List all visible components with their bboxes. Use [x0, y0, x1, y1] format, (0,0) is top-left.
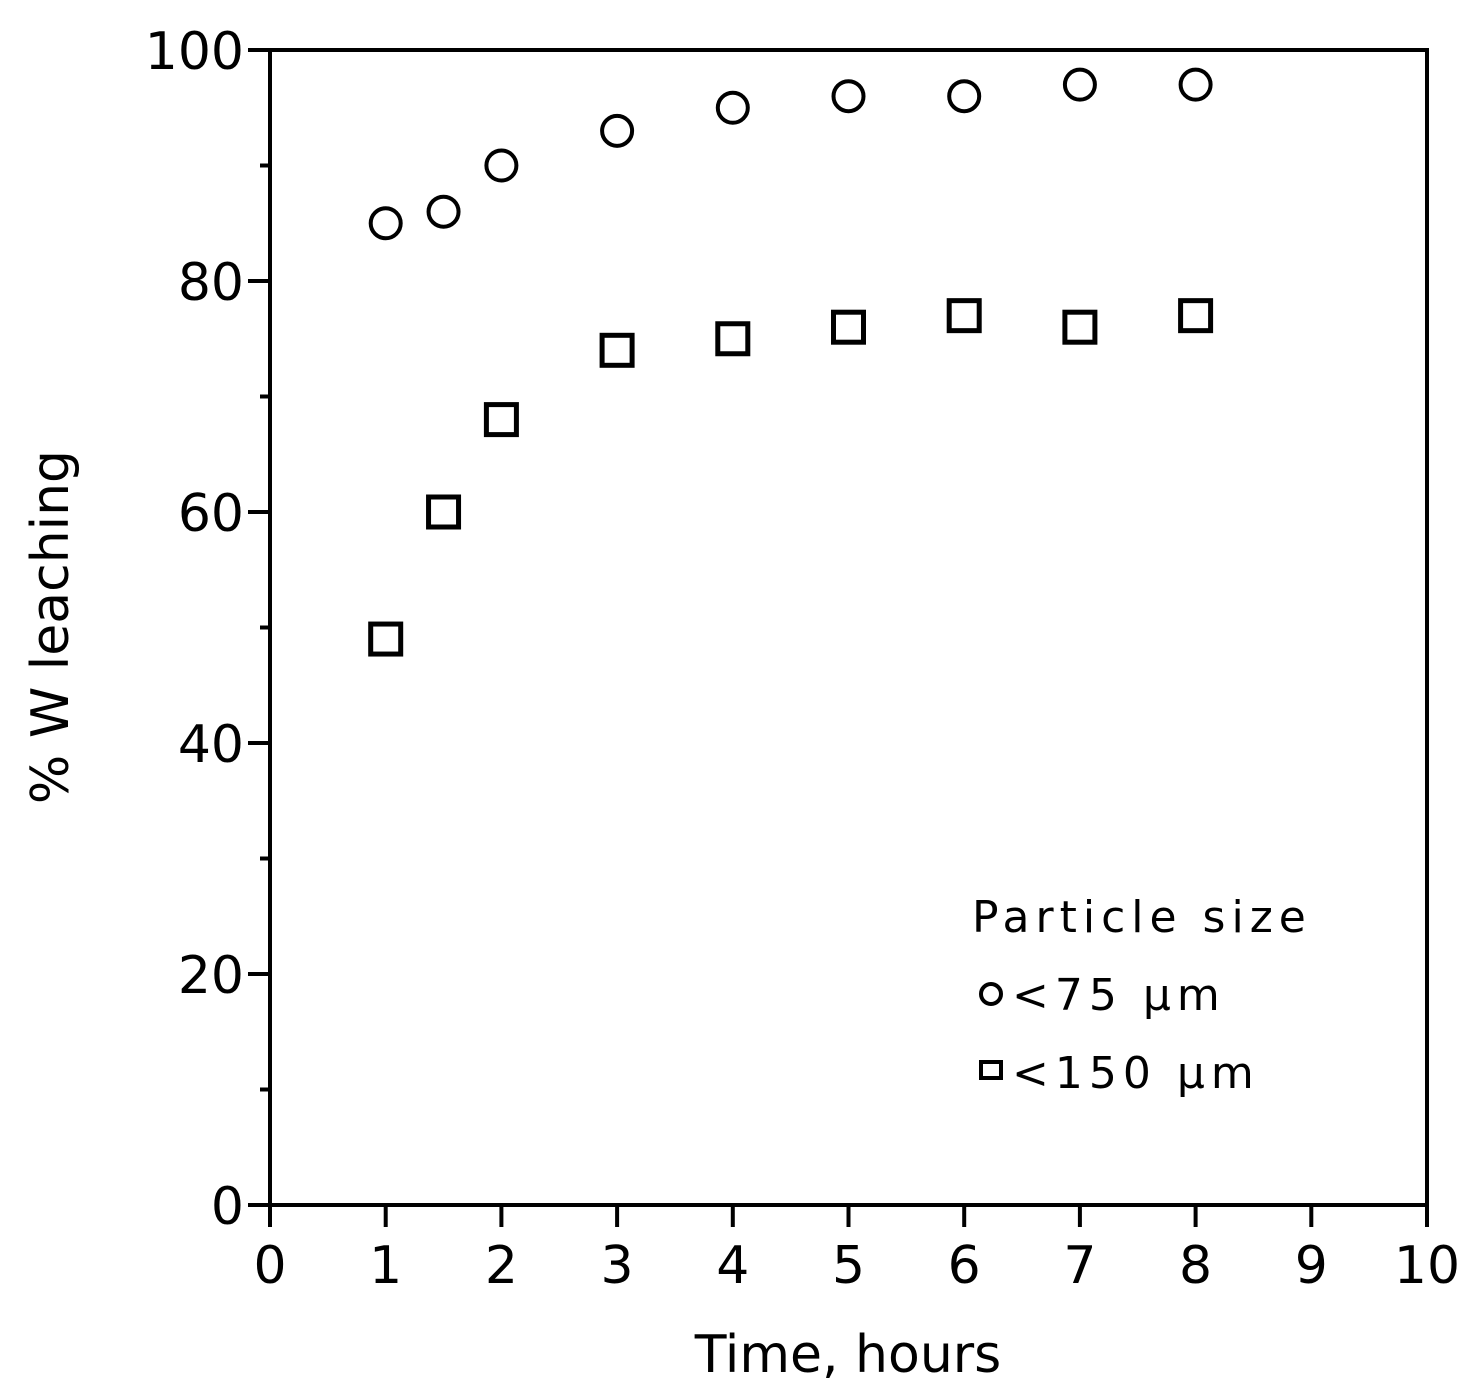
circle-marker-icon [1062, 67, 1097, 102]
circle-marker-icon [484, 148, 519, 183]
circle-marker-icon [715, 90, 750, 125]
x-tick-label: 9 [1295, 1236, 1328, 1296]
circle-marker-icon [831, 79, 866, 114]
x-tick-label: 5 [832, 1236, 865, 1296]
square-marker-icon [368, 621, 404, 657]
y-tick-label: 20 [178, 946, 244, 1006]
x-tick-label: 10 [1394, 1236, 1460, 1296]
circle-marker-icon [1178, 67, 1213, 102]
square-marker-icon [1062, 309, 1098, 345]
legend-square-marker-icon [979, 1060, 1003, 1080]
x-tick-label: 6 [948, 1236, 981, 1296]
x-tick-label: 1 [369, 1236, 402, 1296]
square-marker-icon [426, 494, 462, 530]
legend-title: Particle size [972, 892, 1312, 943]
series-circle [368, 67, 1213, 241]
y-tick-label: 80 [178, 253, 244, 313]
data-series [368, 67, 1214, 657]
circle-marker-icon [600, 113, 635, 148]
square-marker-icon [715, 321, 751, 357]
square-marker-icon [946, 298, 982, 334]
square-marker-icon [599, 332, 635, 368]
y-tick-label: 100 [145, 22, 244, 82]
legend-label-150um: <150 µm [1012, 1048, 1260, 1099]
y-tick-label: 40 [178, 715, 244, 775]
plot-frame [268, 48, 1429, 1207]
circle-marker-icon [426, 194, 461, 229]
legend-circle-marker-icon [979, 982, 1003, 1006]
x-axis-title: Time, hours [694, 1325, 1002, 1385]
series-square [368, 298, 1214, 657]
square-marker-icon [831, 309, 866, 345]
y-tick-label: 0 [211, 1177, 244, 1237]
x-axis-ticks: 0 1 2 3 4 5 6 7 8 9 10 [253, 1205, 1460, 1296]
x-tick-label: 4 [716, 1236, 749, 1296]
x-tick-label: 7 [1063, 1236, 1096, 1296]
x-tick-label: 2 [485, 1236, 518, 1296]
square-marker-icon [483, 402, 519, 438]
x-tick-label: 0 [253, 1236, 286, 1296]
legend: Particle size <75 µm <150 µm [972, 892, 1312, 1099]
square-marker-icon [1178, 298, 1214, 334]
y-axis-title: % W leaching [21, 450, 81, 804]
circle-marker-icon [368, 206, 403, 241]
legend-label-75um: <75 µm [1012, 970, 1226, 1021]
x-tick-label: 3 [601, 1236, 634, 1296]
circle-marker-icon [947, 79, 982, 114]
x-tick-label: 8 [1179, 1236, 1212, 1296]
y-tick-label: 60 [178, 484, 244, 544]
y-axis-ticks: 0 20 40 60 80 100 [145, 22, 270, 1237]
